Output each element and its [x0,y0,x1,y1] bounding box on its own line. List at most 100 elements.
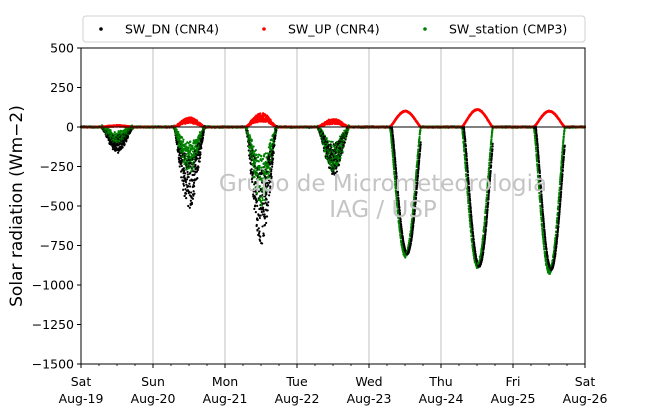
sw-dn-point [188,190,191,194]
sw-dn-point [337,163,341,166]
sw-station-point [113,133,116,136]
sw-dn-point [254,211,257,214]
sw-station-point [250,144,253,147]
sw-dn-point [273,144,276,147]
sw-dn-point [194,163,197,167]
sw-station-point [261,196,264,200]
sw-dn-point [185,183,188,186]
sw-dn-point [271,163,274,166]
sw-station-point [189,140,192,143]
sw-dn-point [199,156,202,160]
sw-dn-point [196,157,199,160]
sw-station-point [180,146,183,149]
sw-dn-point [187,185,190,188]
sw-dn-point [247,149,250,152]
sw-dn-point [265,221,268,225]
sw-dn-point [273,140,276,143]
sw-station-point [184,155,188,158]
sw-dn-point [126,135,130,138]
sw-station-point [331,140,334,143]
sw-dn-point [192,181,196,184]
sw-station-point [191,144,194,147]
sw-station-point [250,139,254,142]
sw-station-point [187,167,190,170]
sw-station-point [257,155,260,159]
sw-dn-point [189,185,192,188]
sw-station-point [330,144,333,147]
sw-dn-point [271,154,274,157]
sw-dn-point [198,160,201,163]
sw-dn-point [191,197,195,200]
sw-station-point [258,164,261,168]
sw-station-point [255,153,258,157]
sw-dn-point [271,161,274,164]
sw-dn-point [193,185,196,188]
sw-station-point [261,199,264,202]
sw-dn-point [180,176,183,179]
sw-dn-point [262,234,266,237]
sw-dn-point [183,169,186,172]
sw-station-point [267,165,270,168]
sw-dn-point [183,194,186,197]
sw-dn-point [182,172,185,175]
sw-dn-point [186,170,189,174]
sw-station-point [175,128,178,131]
sw-station-point [254,161,257,164]
sw-station-point [269,142,272,145]
sw-dn-point [190,201,194,204]
sw-dn-point [180,162,183,165]
sw-station-point [187,148,190,151]
sw-dn-point [338,158,341,162]
sw-dn-point [186,173,189,176]
sw-dn-point [258,230,261,233]
sw-dn-point [123,142,126,146]
sw-dn-point [185,178,189,181]
sw-dn-point [272,152,275,155]
sw-dn-point [182,167,185,170]
sw-dn-point [275,129,278,132]
sw-station-point [178,138,181,141]
sw-dn-point [343,141,346,144]
sw-dn-point [261,206,265,209]
sw-dn-point [193,173,196,176]
sw-dn-point [125,139,128,142]
sw-dn-point [200,146,203,150]
sw-dn-point [253,207,256,211]
sw-station-point [177,130,180,134]
sw-dn-point [259,235,262,238]
sw-dn-point [265,198,268,201]
sw-dn-point [123,140,126,144]
sw-station-point [262,155,266,158]
sw-dn-point [261,225,264,228]
sw-dn-point [187,175,190,179]
sw-dn-point [189,165,192,168]
sw-station-point [182,138,185,141]
sw-dn-point [202,133,205,137]
data-points [79,108,587,275]
sw-dn-point [189,191,193,194]
sw-dn-point [259,214,262,217]
sw-dn-point [178,152,181,155]
sw-dn-point [196,176,199,180]
sw-station-point [260,159,263,162]
sw-station-point [254,148,257,152]
sw-dn-point [263,213,266,216]
sw-station-point [187,153,191,157]
sw-station-point [253,152,256,155]
sw-dn-point [188,206,191,209]
sw-station-point [325,137,328,140]
sw-dn-point [187,204,190,208]
sw-dn-point [255,200,258,203]
sw-station-point [184,142,188,145]
sw-dn-point [261,242,264,245]
sw-dn-point [197,166,200,169]
sw-dn-point [254,204,257,207]
sw-station-point [188,150,192,153]
sw-station-point [180,136,184,139]
sw-dn-point [184,180,188,184]
sw-dn-point [192,190,195,193]
sw-dn-point [202,130,205,133]
sw-station-point [187,146,190,149]
sw-dn-point [189,199,192,202]
